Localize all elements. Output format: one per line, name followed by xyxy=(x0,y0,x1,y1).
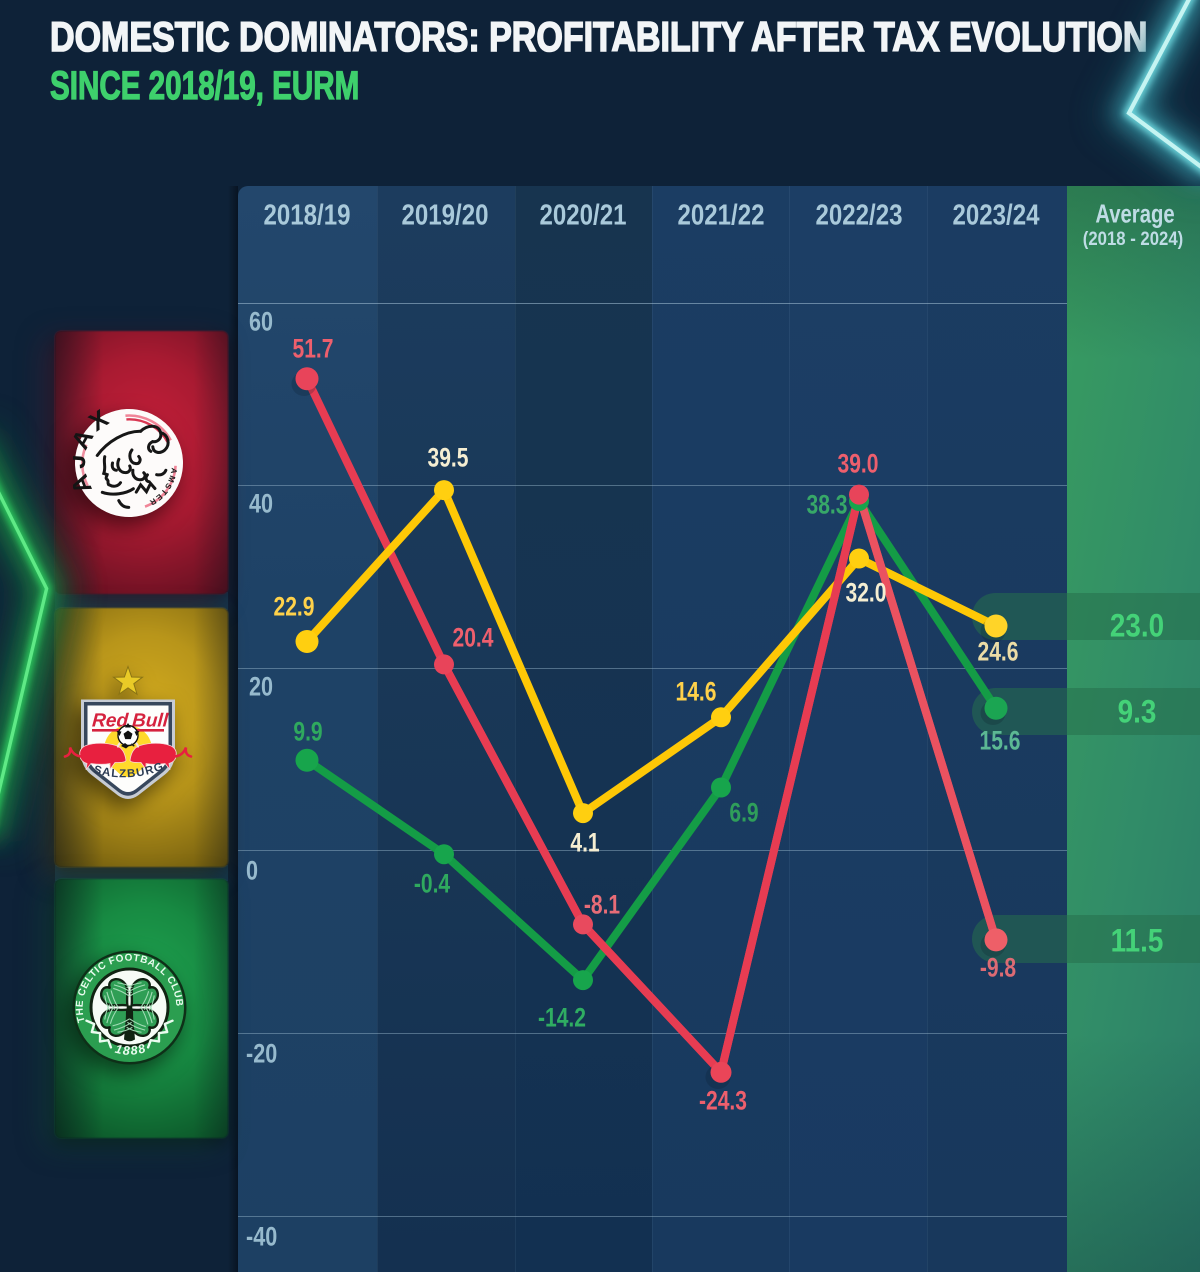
svg-text:Red: Red xyxy=(91,711,129,732)
svg-text:Bull: Bull xyxy=(131,711,169,732)
svg-text:1888: 1888 xyxy=(114,1041,149,1058)
